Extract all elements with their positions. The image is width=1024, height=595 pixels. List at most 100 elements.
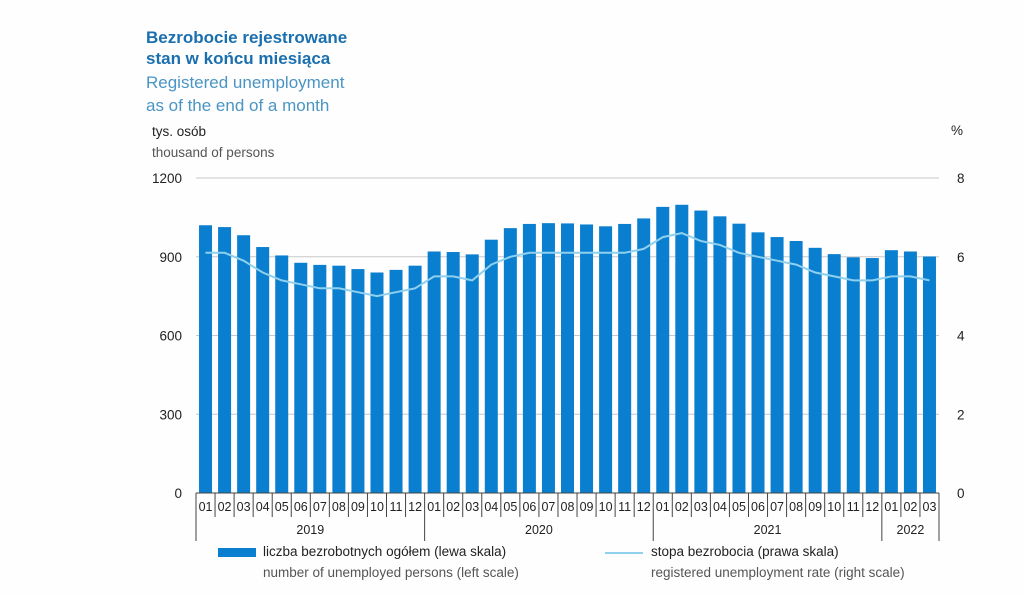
x-tick-label: 09	[808, 500, 822, 514]
bar	[770, 237, 784, 493]
bar	[580, 224, 594, 493]
x-tick-label: 06	[751, 500, 765, 514]
x-tick-label: 07	[541, 500, 555, 514]
legend-line-swatch	[605, 552, 643, 554]
bar	[408, 265, 422, 493]
bar	[865, 258, 879, 493]
bar	[389, 269, 403, 493]
legend-line-en: registered unemployment rate (right scal…	[651, 565, 905, 580]
bar	[275, 255, 289, 493]
x-tick-label: 01	[199, 500, 213, 514]
year-label: 2022	[897, 523, 925, 537]
x-tick-label: 09	[580, 500, 594, 514]
x-tick-label: 08	[332, 500, 346, 514]
rate-line	[205, 232, 930, 298]
x-tick-label: 09	[351, 500, 365, 514]
x-tick-label: 01	[884, 500, 898, 514]
x-tick-label: 10	[599, 500, 613, 514]
x-tick-label: 03	[465, 500, 479, 514]
bar	[732, 223, 746, 494]
bar	[713, 216, 727, 493]
bar	[789, 241, 803, 493]
bar	[370, 272, 384, 493]
bar	[922, 256, 936, 493]
bar	[332, 265, 346, 493]
bar	[846, 257, 860, 493]
legend-bar-swatch	[218, 548, 256, 557]
year-label: 2020	[525, 523, 553, 537]
x-tick-label: 12	[408, 500, 422, 514]
y-left-tick-label: 0	[174, 486, 182, 501]
bar	[637, 218, 651, 494]
y-right-tick-label: 8	[957, 171, 965, 186]
chart-title-pl: Bezrobocie rejestrowane stan w końcu mie…	[146, 27, 347, 69]
x-tick-label: 02	[446, 500, 460, 514]
left-unit-pl: tys. osób	[152, 124, 207, 139]
y-right-tick-label: 2	[957, 407, 965, 422]
bar	[294, 262, 308, 493]
bar	[599, 226, 613, 494]
bar	[751, 232, 765, 493]
x-tick-label: 07	[313, 500, 327, 514]
left-axis-unit: tys. osób thousand of persons	[152, 121, 274, 163]
x-tick-label: 10	[370, 500, 384, 514]
bar	[827, 254, 841, 493]
x-tick-label: 03	[694, 500, 708, 514]
y-right-tick-label: 6	[957, 250, 965, 265]
x-tick-label: 04	[484, 500, 498, 514]
x-tick-label: 06	[522, 500, 536, 514]
bar	[561, 223, 574, 493]
bar	[313, 264, 327, 493]
x-tick-label: 05	[275, 500, 289, 514]
legend-bars: liczba bezrobotnych ogółem (lewa skala) …	[263, 541, 519, 583]
x-tick-label: 02	[218, 500, 232, 514]
bar	[808, 247, 822, 493]
x-tick-label: 01	[656, 500, 670, 514]
y-left-tick-label: 300	[159, 407, 182, 422]
bar	[694, 210, 708, 494]
x-tick-label: 11	[847, 500, 860, 514]
bar	[427, 251, 441, 493]
title-en-line2: as of the end of a month	[146, 96, 330, 115]
x-tick-label: 05	[503, 500, 517, 514]
bar	[351, 269, 365, 493]
bar	[465, 254, 479, 493]
x-tick-label: 04	[256, 500, 270, 514]
title-pl-line1: Bezrobocie rejestrowane	[146, 28, 348, 47]
x-tick-label: 10	[827, 500, 841, 514]
x-tick-label: 12	[865, 500, 879, 514]
x-tick-label: 11	[618, 500, 631, 514]
bar	[522, 223, 536, 493]
legend-bars-en: number of unemployed persons (left scale…	[263, 565, 519, 580]
bar	[884, 250, 898, 493]
x-tick-label: 01	[427, 500, 441, 514]
year-label: 2021	[754, 523, 782, 537]
x-tick-label: 07	[770, 500, 784, 514]
x-tick-label: 03	[923, 500, 937, 514]
y-left-tick-label: 1200	[152, 171, 182, 186]
bar	[503, 228, 517, 493]
bar	[656, 206, 670, 493]
x-tick-label: 02	[903, 500, 917, 514]
chart-title-en: Registered unemployment as of the end of…	[146, 71, 344, 117]
legend-line-pl: stopa bezrobocia (prawa skala)	[651, 544, 839, 559]
y-right-tick-label: 0	[957, 486, 965, 501]
title-en-line1: Registered unemployment	[146, 73, 345, 92]
bar	[218, 227, 232, 493]
title-pl-line2: stan w końcu miesiąca	[146, 49, 331, 68]
x-tick-label: 06	[294, 500, 308, 514]
bar	[484, 239, 498, 493]
bar	[237, 235, 251, 493]
x-tick-label: 04	[713, 500, 727, 514]
left-unit-en: thousand of persons	[152, 145, 275, 160]
x-tick-label: 08	[561, 500, 575, 514]
y-right-tick-label: 4	[957, 329, 965, 344]
x-tick-label: 03	[237, 500, 251, 514]
x-tick-label: 05	[732, 500, 746, 514]
x-tick-label: 11	[390, 500, 403, 514]
bar	[903, 251, 917, 493]
x-tick-label: 02	[675, 500, 689, 514]
right-axis-unit: %	[951, 123, 964, 138]
x-tick-label: 08	[789, 500, 803, 514]
